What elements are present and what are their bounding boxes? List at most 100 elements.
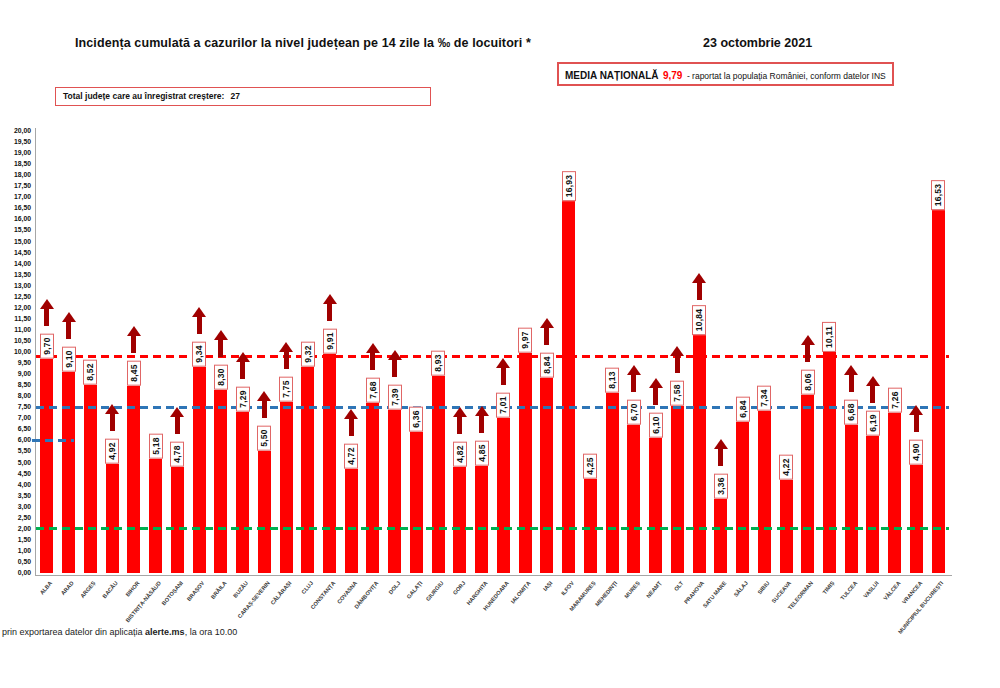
x-axis-county-label: SĂLAJ — [733, 580, 749, 598]
rise-arrow-stem — [327, 304, 332, 321]
y-axis-tick-label: 11,50 — [0, 315, 31, 322]
y-axis-tick-label: 5,00 — [0, 459, 31, 466]
y-axis-tick-label: 0,50 — [0, 558, 31, 565]
bar-value-label: 7,34 — [757, 385, 771, 410]
rise-arrow-stem — [44, 309, 49, 326]
bar-brăila — [214, 390, 227, 573]
bar-brașov — [193, 367, 206, 573]
rise-arrow-stem — [697, 283, 702, 300]
bar-value-label: 10,11 — [822, 322, 836, 352]
footer-note: prin exportarea datelor din aplicația al… — [2, 627, 237, 637]
x-axis-county-label: IALOMIȚA — [510, 580, 532, 605]
y-axis-tick-label: 15,00 — [0, 238, 31, 245]
rise-arrow-head — [366, 343, 380, 353]
y-axis-tick-label: 14,50 — [0, 249, 31, 256]
report-page: Incidența cumulată a cazurilor la nivel … — [0, 0, 1000, 688]
rise-arrow-stem — [218, 340, 223, 357]
y-axis-tick-label: 7,50 — [0, 403, 31, 410]
bar-dolj — [388, 410, 401, 573]
y-axis-tick-label: 11,00 — [0, 326, 31, 333]
bar-sălaj — [736, 422, 749, 573]
rise-arrow-head — [475, 406, 489, 416]
rise-arrow-head — [236, 352, 250, 362]
x-axis-county-label: ARGEȘ — [80, 580, 97, 599]
y-axis-tick-label: 13,00 — [0, 282, 31, 289]
rise-arrow-head — [801, 335, 815, 345]
bar-municipiul-bucurești — [932, 208, 945, 573]
rise-arrow-stem — [653, 388, 658, 405]
y-axis-tick-label: 3,50 — [0, 492, 31, 499]
rise-arrow — [213, 330, 228, 357]
y-axis-tick-label: 8,50 — [0, 381, 31, 388]
x-axis-county-label: VÂLCEA — [882, 580, 901, 601]
y-axis-tick-label: 4,50 — [0, 470, 31, 477]
bar-călărași — [280, 402, 293, 573]
rise-arrow-head — [127, 326, 141, 336]
bar-value-label: 6,19 — [866, 411, 880, 436]
x-axis-county-label: PRAHOVA — [683, 580, 705, 605]
bar-value-label: 8,06 — [801, 369, 815, 394]
bar-harghita — [475, 466, 488, 573]
rise-arrow-stem — [262, 401, 267, 418]
rise-arrow-head — [453, 407, 467, 417]
bar-value-label: 9,10 — [62, 346, 76, 371]
y-axis-tick-label: 1,00 — [0, 547, 31, 554]
x-axis-county-label: ILFOV — [560, 580, 575, 596]
rise-arrow — [192, 307, 207, 334]
rise-arrow-stem — [849, 375, 854, 392]
x-axis-county-label: VRANCEA — [901, 580, 923, 605]
y-axis-tick-label: 5,50 — [0, 447, 31, 454]
x-axis-county-label: SATU MARE — [702, 580, 728, 609]
rise-arrow-head — [670, 346, 684, 356]
bar-value-label: 7,68 — [366, 378, 380, 403]
rise-arrow-stem — [914, 415, 919, 432]
x-axis-county-label: IAȘI — [542, 580, 554, 592]
x-axis-county-label: NEAMȚ — [645, 580, 662, 599]
bar-argeș — [84, 385, 97, 573]
y-axis-tick-label: 3,00 — [0, 503, 31, 510]
rise-arrow-stem — [175, 417, 180, 434]
rise-arrow — [865, 376, 880, 403]
rise-arrow-stem — [718, 449, 723, 466]
bar-value-label: 4,92 — [105, 439, 119, 464]
rise-arrow-head — [627, 365, 641, 375]
bar-value-label: 8,30 — [214, 364, 228, 389]
y-axis-tick-label: 17,50 — [0, 182, 31, 189]
bar-hunedoara — [497, 418, 510, 573]
y-axis-tick-label: 9,50 — [0, 359, 31, 366]
y-axis-tick-label: 18,50 — [0, 160, 31, 167]
x-axis-county-label: OLT — [672, 580, 684, 592]
x-axis-county-label: BRĂILA — [209, 580, 227, 600]
rise-arrow — [474, 406, 489, 433]
rise-arrow-stem — [370, 353, 375, 370]
y-axis-tick-label: 12,00 — [0, 304, 31, 311]
bar-gorj — [453, 467, 466, 574]
x-axis-county-label: MUNICIPIUL BUCUREȘTI — [897, 580, 944, 635]
bar-value-label: 7,39 — [388, 384, 402, 409]
y-axis-tick-label: 13,50 — [0, 271, 31, 278]
x-axis-county-label: MEHEDINȚI — [594, 580, 618, 607]
bar-value-label: 3,36 — [714, 473, 728, 498]
x-axis-county-label: ALBA — [39, 580, 54, 596]
rise-arrow-stem — [870, 386, 875, 403]
x-axis-county-label: TIMIȘ — [822, 580, 836, 595]
x-axis-county-label: ARAD — [60, 580, 75, 596]
rise-arrow — [344, 409, 359, 436]
y-axis-tick-label: 14,00 — [0, 260, 31, 267]
rise-arrow — [539, 318, 554, 345]
bar-maramureș — [584, 479, 597, 573]
bar-prahova — [693, 333, 706, 573]
bar-mureș — [627, 425, 640, 573]
x-axis-county-label: BRAȘOV — [186, 580, 206, 602]
bar-timiș — [823, 350, 836, 573]
x-axis-county-label: COVASNA — [335, 580, 357, 605]
bar-vâlcea — [888, 413, 901, 573]
x-axis-county-label: BUZĂU — [232, 580, 249, 599]
bar-arad — [62, 372, 75, 573]
rise-arrow — [626, 365, 641, 392]
x-axis-county-label: DOLJ — [387, 580, 401, 595]
x-axis-county-label: CLUJ — [300, 580, 314, 595]
rise-arrow-stem — [675, 356, 680, 373]
bar-alba — [40, 359, 53, 573]
rise-arrow-head — [62, 312, 76, 322]
